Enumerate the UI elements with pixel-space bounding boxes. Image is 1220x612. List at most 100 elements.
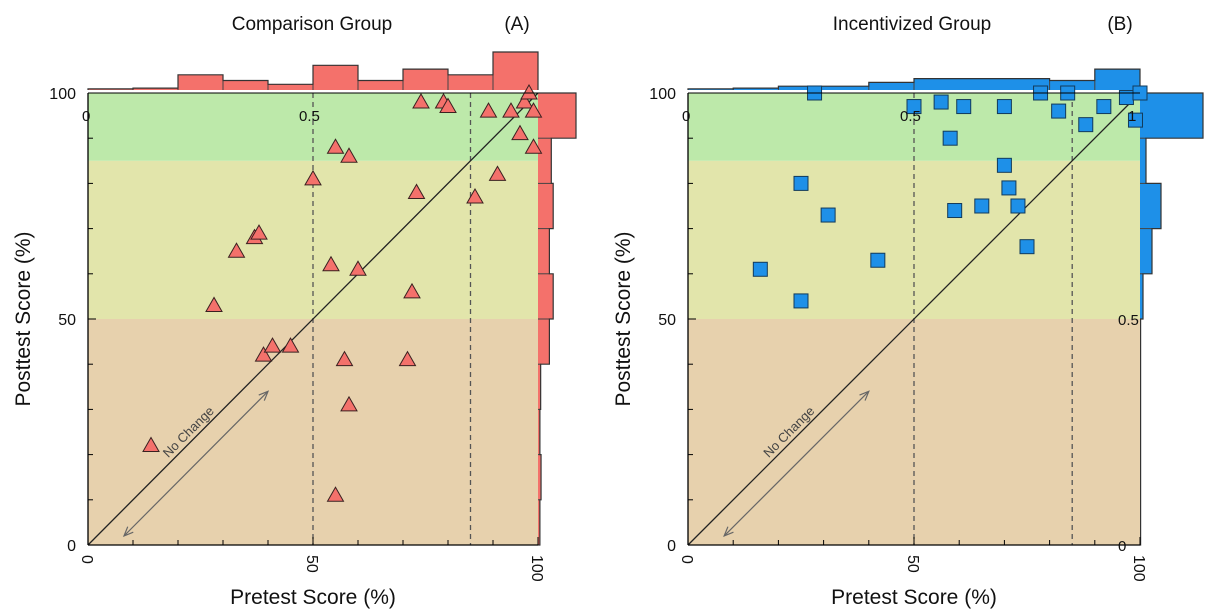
right-histogram-bar bbox=[538, 228, 550, 274]
panel-label: (B) bbox=[1107, 14, 1132, 35]
x-axis-title: Pretest Score (%) bbox=[831, 586, 997, 609]
y-tick-label: 50 bbox=[658, 312, 676, 329]
data-point bbox=[142, 436, 160, 453]
right-histogram-bar bbox=[538, 183, 554, 229]
top-histogram-bar bbox=[133, 88, 178, 90]
data-point bbox=[1096, 99, 1112, 115]
data-point bbox=[340, 395, 358, 412]
data-point bbox=[1078, 117, 1094, 133]
no-change-arrow bbox=[123, 390, 269, 537]
right-histogram-bar bbox=[538, 409, 540, 455]
data-point bbox=[281, 337, 300, 353]
top-histogram-tick-label: 0.5 bbox=[299, 108, 320, 125]
data-point bbox=[407, 183, 426, 199]
right-histogram-bar bbox=[538, 364, 541, 410]
right-histogram-bar bbox=[1140, 93, 1203, 139]
no-change-line bbox=[687, 92, 1141, 546]
top-histogram-bar bbox=[403, 69, 448, 90]
x-axis-title: Pretest Score (%) bbox=[230, 586, 396, 609]
data-point bbox=[1010, 198, 1026, 214]
right-histogram-bar bbox=[1140, 138, 1146, 184]
data-point bbox=[870, 252, 886, 268]
data-point bbox=[488, 165, 507, 181]
top-histogram-tick-label: 0.5 bbox=[900, 108, 921, 125]
right-histogram-tick-label: 0 bbox=[1118, 538, 1126, 555]
data-point bbox=[974, 198, 990, 214]
no-change-arrow bbox=[723, 390, 870, 537]
data-point bbox=[326, 138, 345, 154]
top-histogram-tick-label: 0 bbox=[682, 108, 690, 125]
arrow-head bbox=[122, 526, 134, 538]
data-point bbox=[524, 102, 543, 118]
data-point bbox=[349, 260, 367, 276]
data-point bbox=[250, 224, 268, 240]
top-histogram-outline bbox=[87, 51, 539, 90]
data-point bbox=[439, 97, 457, 114]
data-point bbox=[793, 175, 809, 191]
data-point bbox=[996, 157, 1012, 173]
data-point bbox=[326, 486, 345, 502]
y-tick-label: 50 bbox=[58, 312, 76, 329]
data-point bbox=[820, 207, 836, 223]
right-histogram-bar bbox=[1140, 183, 1161, 229]
panel-label: (A) bbox=[504, 14, 529, 35]
data-point bbox=[1019, 239, 1035, 255]
no-change-line bbox=[87, 92, 539, 546]
top-histogram-bar bbox=[178, 74, 223, 90]
x-tick-label: 100 bbox=[528, 555, 545, 582]
data-point bbox=[205, 296, 223, 312]
arrow-head bbox=[258, 390, 270, 401]
data-point bbox=[511, 124, 529, 141]
top-histogram-bar bbox=[268, 84, 313, 90]
data-point bbox=[520, 83, 538, 100]
data-point bbox=[340, 147, 358, 163]
top-histogram-bar bbox=[778, 86, 869, 90]
top-histogram-bar bbox=[223, 80, 268, 90]
data-point bbox=[304, 169, 322, 186]
data-point bbox=[524, 138, 543, 154]
right-histogram-bar bbox=[538, 273, 554, 319]
data-point bbox=[947, 203, 963, 219]
right-histogram-tick-label: 0.5 bbox=[1118, 312, 1139, 329]
data-point bbox=[227, 242, 246, 258]
data-point bbox=[322, 255, 340, 272]
data-point bbox=[1127, 112, 1143, 128]
y-axis-title: Posttest Score (%) bbox=[612, 231, 635, 406]
data-point bbox=[254, 346, 273, 362]
data-point bbox=[942, 130, 958, 146]
top-histogram-bar bbox=[358, 80, 403, 90]
data-point bbox=[906, 99, 922, 115]
top-histogram-bar bbox=[733, 88, 779, 90]
y-tick-label: 100 bbox=[49, 86, 76, 103]
top-histogram-bar bbox=[1049, 80, 1095, 90]
data-point bbox=[752, 261, 768, 277]
data-point bbox=[956, 99, 972, 115]
data-point bbox=[398, 350, 417, 367]
data-point bbox=[933, 94, 949, 110]
top-histogram-tick-label: 1 bbox=[1128, 108, 1136, 125]
arrow-head bbox=[859, 390, 870, 401]
data-point bbox=[335, 350, 354, 367]
top-histogram-outline bbox=[687, 68, 1141, 90]
top-histogram-bar bbox=[914, 78, 1050, 90]
data-point bbox=[403, 282, 421, 299]
data-point bbox=[502, 102, 520, 118]
top-histogram-bar bbox=[448, 74, 493, 90]
top-histogram-bar bbox=[493, 52, 538, 90]
y-tick-label: 100 bbox=[649, 86, 676, 103]
top-histogram-bar bbox=[313, 65, 358, 90]
right-histogram-outline bbox=[1140, 92, 1204, 546]
data-point bbox=[466, 187, 484, 204]
y-tick-label: 0 bbox=[667, 538, 676, 555]
y-tick-label: 0 bbox=[67, 538, 76, 555]
x-tick-label: 0 bbox=[678, 555, 695, 564]
chart-title: Comparison Group bbox=[232, 14, 393, 35]
x-tick-label: 0 bbox=[78, 555, 95, 564]
y-axis-title: Posttest Score (%) bbox=[12, 231, 35, 406]
top-histogram-bar bbox=[868, 82, 914, 90]
data-point bbox=[1001, 180, 1017, 196]
data-point bbox=[793, 293, 809, 309]
right-histogram-bar bbox=[1140, 273, 1143, 319]
